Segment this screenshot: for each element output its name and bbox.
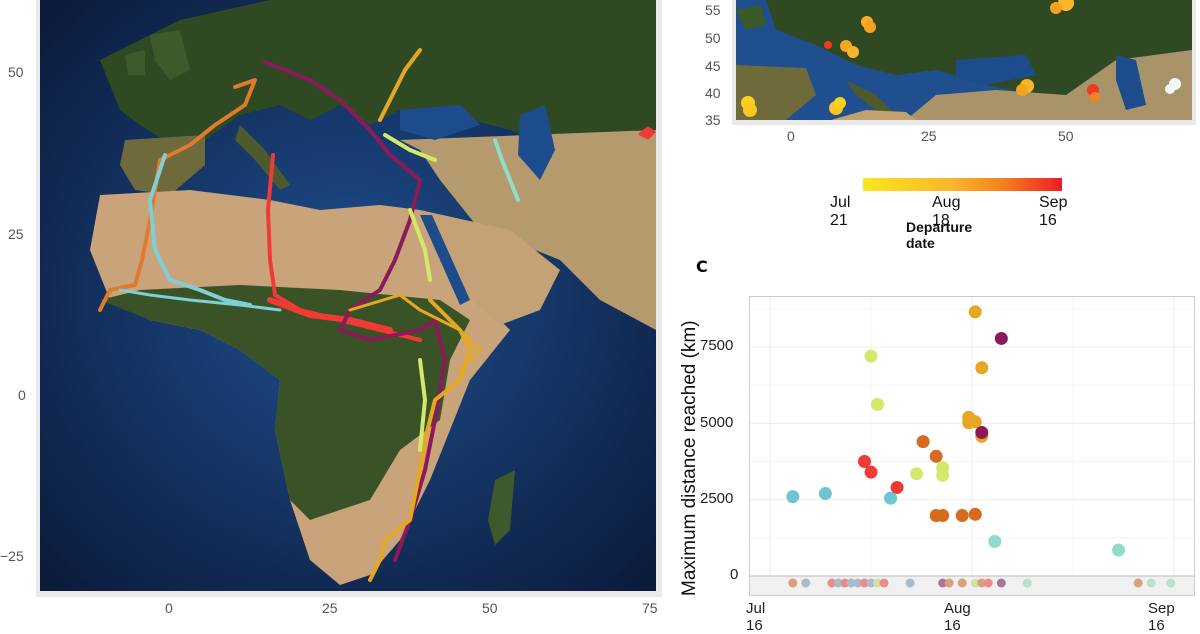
distance-point	[968, 415, 982, 429]
panel-a-ytick-neg25: −25	[0, 548, 24, 564]
distance-point	[929, 449, 943, 463]
xtick-sep16: Sep 16	[1148, 600, 1175, 634]
zero-distance-point	[983, 578, 993, 588]
zero-distance-point	[938, 578, 948, 588]
panel-a-map	[40, 0, 656, 591]
distance-point	[968, 507, 982, 521]
panel-b-xtick-0: 0	[787, 128, 795, 144]
panel-a-ytick-25: 25	[8, 226, 24, 242]
distance-point	[818, 487, 832, 501]
xtick-aug16: Aug 16	[944, 600, 971, 634]
zero-distance-point	[1133, 578, 1143, 588]
distance-point	[975, 361, 989, 375]
zero-distance-point	[788, 578, 798, 588]
y-axis-title: Maximum distance reached (km)	[679, 320, 700, 596]
zero-distance-point	[977, 578, 987, 588]
distance-point	[936, 468, 950, 482]
panel-a-xtick-50: 50	[482, 600, 498, 616]
legend-label-aug18: Aug 18	[932, 194, 961, 229]
panel-b-ytick-55: 55	[705, 2, 721, 18]
distance-point	[857, 455, 871, 468]
distance-scatter-svg	[750, 297, 1194, 595]
panel-b-xtick-50: 50	[1058, 128, 1074, 144]
ytick-0: 0	[730, 566, 739, 583]
panel-a-ytick-50: 50	[8, 64, 24, 80]
panel-b-ytick-45: 45	[705, 58, 721, 74]
zero-distance-point	[957, 578, 967, 588]
distance-point	[994, 331, 1008, 345]
xtick-jul16: Jul 16	[746, 600, 766, 634]
zero-distance-point	[873, 578, 883, 588]
panel-a-xtick-75: 75	[642, 600, 658, 616]
distance-point	[786, 490, 800, 504]
panel-b-xtick-25: 25	[921, 128, 937, 144]
departure-date-colorbar	[863, 178, 1062, 191]
ytick-2500: 2500	[700, 490, 734, 507]
distance-point	[968, 305, 982, 319]
distance-point	[884, 491, 898, 505]
panel-c-letter: C	[696, 257, 708, 276]
distance-point	[890, 480, 904, 494]
legend-title: Departure date	[906, 219, 973, 251]
distance-point	[916, 435, 930, 449]
legend-label-sep16: Sep 16	[1039, 194, 1068, 229]
zero-distance-point	[1146, 578, 1156, 588]
legend-label-jul21: Jul 21	[830, 194, 851, 229]
panel-a-xtick-0: 0	[165, 600, 173, 616]
ytick-7500: 7500	[700, 337, 734, 354]
zero-distance-point	[944, 578, 954, 588]
zero-distance-point	[996, 578, 1006, 588]
distance-scatter-plot	[749, 296, 1195, 596]
distance-point	[975, 425, 989, 439]
zero-distance-point	[853, 578, 863, 588]
zero-distance-point	[801, 578, 811, 588]
distance-point	[864, 465, 878, 479]
panel-a-ytick-0: 0	[18, 387, 26, 403]
zero-distance-point	[840, 578, 850, 588]
departure-locations-map	[736, 0, 1192, 120]
distance-point	[910, 467, 924, 481]
zero-distance-point	[866, 578, 876, 588]
zero-distance-point	[846, 578, 856, 588]
panel-b-ytick-50: 50	[705, 30, 721, 46]
zero-distance-point	[1166, 578, 1176, 588]
panel-a-xtick-25: 25	[322, 600, 338, 616]
distance-point	[936, 509, 950, 523]
distance-point	[988, 534, 1002, 548]
zero-distance-point	[970, 578, 980, 588]
zero-distance-point	[879, 578, 889, 588]
panel-b-map	[736, 0, 1192, 120]
distance-point	[1112, 543, 1126, 557]
zero-distance-point	[859, 578, 869, 588]
panel-b-ytick-35: 35	[705, 112, 721, 128]
departure-points	[741, 0, 1181, 117]
zero-distance-point	[833, 578, 843, 588]
tracks	[98, 48, 656, 582]
distance-point	[864, 349, 878, 363]
ytick-5000: 5000	[700, 414, 734, 431]
zero-distance-point	[827, 578, 837, 588]
zero-distance-point	[905, 578, 915, 588]
panel-b-ytick-40: 40	[705, 85, 721, 101]
migration-tracks-map	[40, 0, 656, 591]
zero-distance-point	[1022, 578, 1032, 588]
distance-point	[871, 397, 885, 411]
distance-point	[955, 509, 969, 523]
